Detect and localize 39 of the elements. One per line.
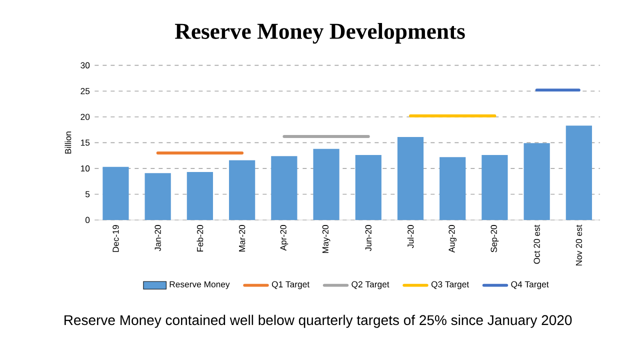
y-tick-label: 30 xyxy=(80,62,90,68)
x-tick-label: Sep-20 xyxy=(490,225,499,252)
bar xyxy=(271,156,298,220)
bar xyxy=(524,143,550,220)
x-tick-label: Nov 20 est xyxy=(576,224,582,266)
bar xyxy=(144,173,171,220)
y-tick-label: 0 xyxy=(85,216,90,224)
x-tick-label: Mar-20 xyxy=(239,225,246,252)
bar xyxy=(482,155,508,220)
bar xyxy=(397,136,424,220)
y-tick-label: 15 xyxy=(80,140,90,146)
chart-title: Reserve Money Developments xyxy=(175,23,465,44)
x-tick-label: May-20 xyxy=(322,225,330,253)
text: Reserve Money contained well below quarterly targets of 25% since January 2020 xyxy=(64,314,572,328)
x-tick-label: Apr-20 xyxy=(280,225,288,251)
legend-label: Q1 Target xyxy=(272,281,310,290)
x-tick-label: Jul-20 xyxy=(407,225,414,248)
x-tick-label: Feb-20 xyxy=(196,225,204,252)
bar xyxy=(313,148,340,220)
bar xyxy=(440,157,466,220)
y-tick-label: 25 xyxy=(80,88,90,94)
bar xyxy=(229,160,256,220)
y-tick-label: 20 xyxy=(80,114,90,120)
legend-label: Q3 Target xyxy=(431,281,470,290)
y-axis-title: Billion xyxy=(64,132,72,154)
x-tick-label: Jan-20 xyxy=(154,225,161,252)
legend-label: Q4 Target xyxy=(511,281,549,290)
bar xyxy=(102,166,129,220)
x-tick-label: Dec-19 xyxy=(112,225,119,252)
x-tick-label: Oct 20 est xyxy=(534,224,540,264)
bar xyxy=(186,172,213,220)
bar xyxy=(566,126,592,220)
y-tick-label: 5 xyxy=(86,191,90,198)
legend-label: Q2 Target xyxy=(352,281,390,290)
legend-label: Reserve Money xyxy=(170,281,230,290)
x-tick-label: Aug-20 xyxy=(448,225,457,253)
x-tick-label: Jun-20 xyxy=(365,225,372,252)
y-tick-label: 10 xyxy=(80,165,90,172)
bar xyxy=(355,155,382,220)
